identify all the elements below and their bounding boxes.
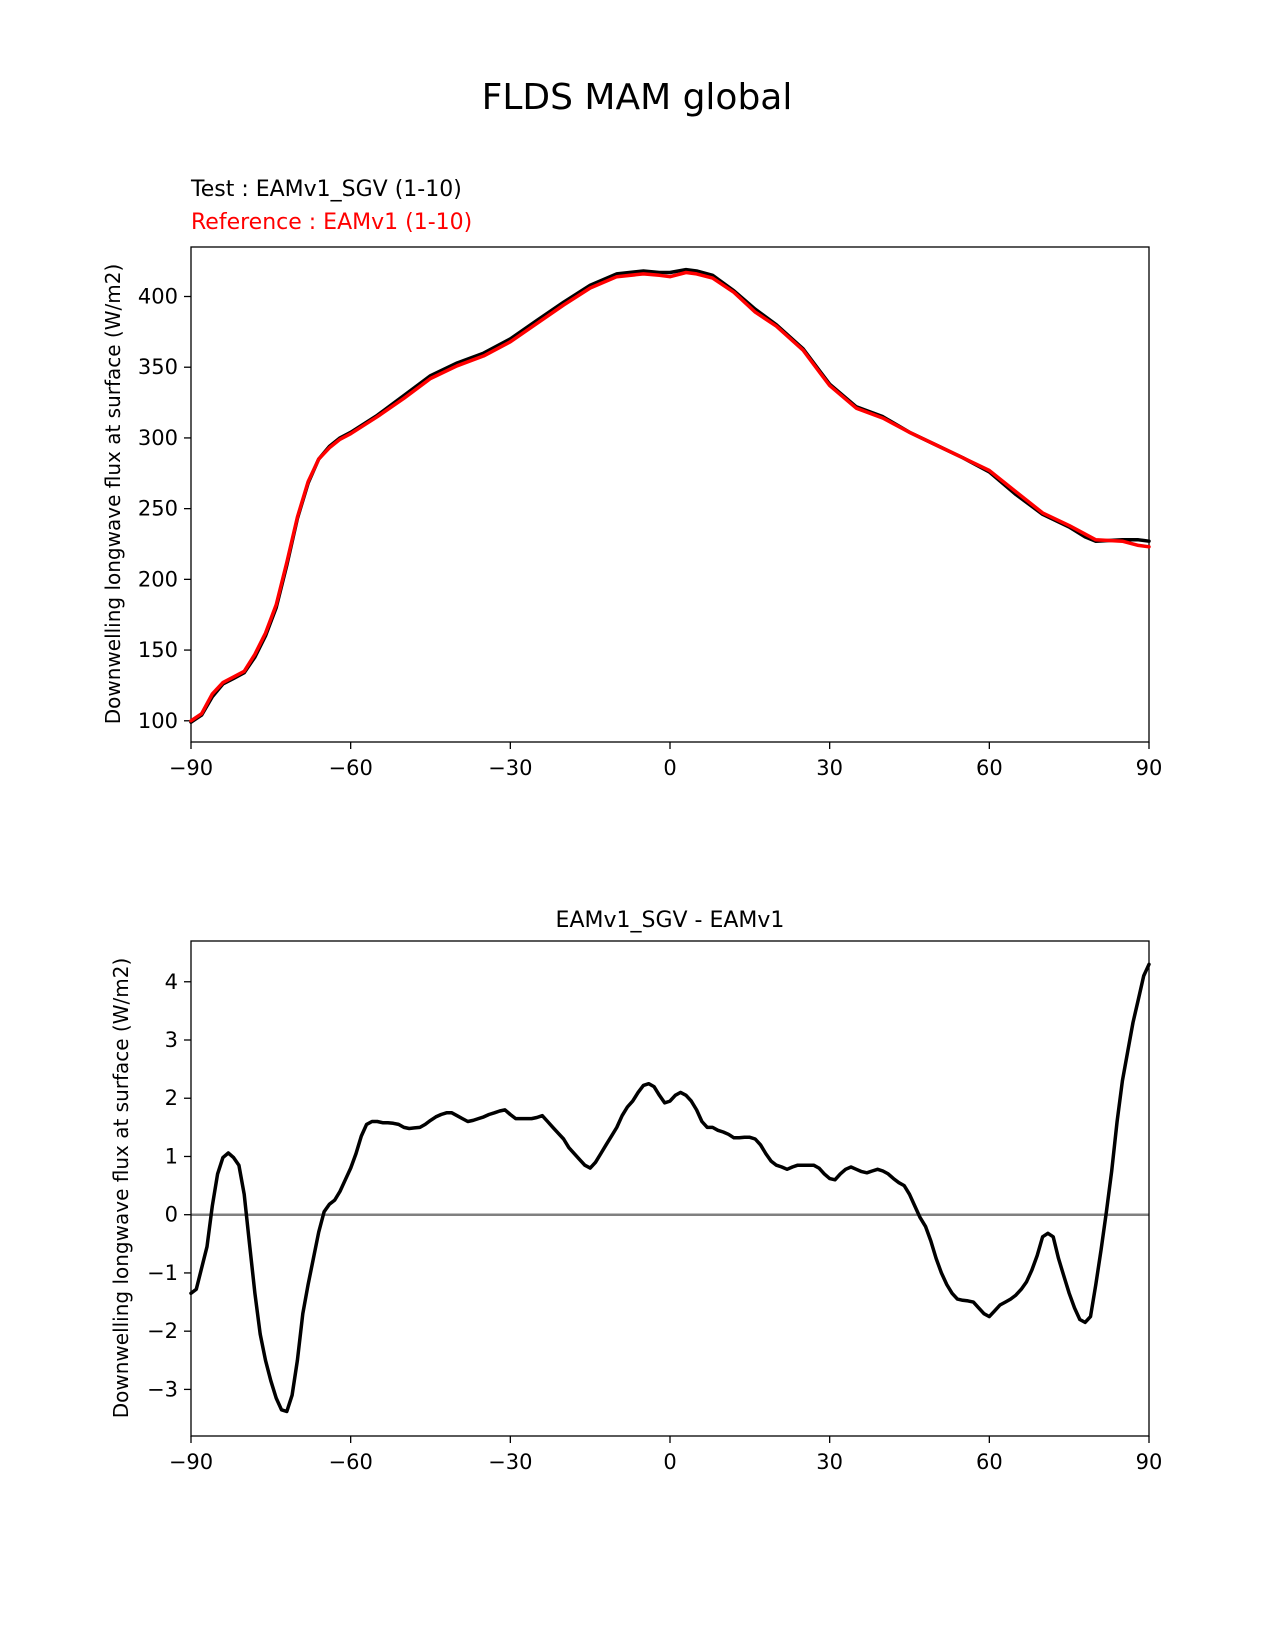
bottom-chart-title: EAMv1_SGV - EAMv1 xyxy=(556,908,785,933)
top-chart: Test : EAMv1_SGV (1-10) Reference : EAMv… xyxy=(101,177,1162,780)
y-tick-label: 0 xyxy=(165,1203,178,1227)
x-tick-label: 60 xyxy=(976,756,1003,780)
top-chart-ticks: −90 −60 −30 0 30 60 90 100 150 200 250 300 350 400 xyxy=(138,285,1162,781)
y-tick-label: 1 xyxy=(165,1144,178,1168)
y-tick-label: 4 xyxy=(165,970,178,994)
y-tick-label: 3 xyxy=(165,1028,178,1052)
reference-series-line xyxy=(189,270,1151,723)
x-tick-label: −30 xyxy=(488,756,532,780)
x-tick-label: 60 xyxy=(976,1450,1003,1474)
x-tick-label: 90 xyxy=(1136,756,1163,780)
y-tick-label: −1 xyxy=(147,1261,178,1285)
x-tick-label: 0 xyxy=(663,1450,676,1474)
y-tick-label: 400 xyxy=(138,285,178,309)
y-tick-label: 100 xyxy=(138,709,178,733)
bottom-chart-frame xyxy=(190,940,1150,1437)
bottom-chart-ylabel: Downwelling longwave flux at surface (W/… xyxy=(109,958,133,1419)
x-tick-label: −90 xyxy=(169,756,213,780)
top-chart-ylabel: Downwelling longwave flux at surface (W/… xyxy=(101,264,125,725)
y-tick-label: 300 xyxy=(138,426,178,450)
y-tick-label: 2 xyxy=(165,1086,178,1110)
x-tick-label: 0 xyxy=(663,756,676,780)
y-tick-label: 200 xyxy=(138,567,178,591)
difference-series-line xyxy=(189,962,1151,1414)
x-tick-label: 30 xyxy=(816,756,843,780)
y-tick-label: 250 xyxy=(138,497,178,521)
y-tick-label: −3 xyxy=(147,1377,178,1401)
x-tick-label: 30 xyxy=(816,1450,843,1474)
test-label: Test : EAMv1_SGV (1-10) xyxy=(190,177,462,202)
test-series-line xyxy=(189,267,1151,724)
reference-label: Reference : EAMv1 (1-10) xyxy=(191,210,472,235)
x-tick-label: 90 xyxy=(1136,1450,1163,1474)
y-tick-label: 350 xyxy=(138,355,178,379)
y-tick-label: −2 xyxy=(147,1319,178,1343)
x-tick-label: −30 xyxy=(488,1450,532,1474)
bottom-chart-ticks: −90 −60 −30 0 30 60 90 −3 −2 −1 0 1 2 3 4 xyxy=(147,970,1162,1474)
bottom-chart: EAMv1_SGV - EAMv1 −90 −60 −30 0 30 60 90−3−2−1… xyxy=(109,908,1162,1474)
y-tick-label: 150 xyxy=(138,638,178,662)
x-tick-label: −60 xyxy=(329,1450,373,1474)
x-tick-label: −90 xyxy=(169,1450,213,1474)
x-tick-label: −60 xyxy=(329,756,373,780)
top-chart-frame xyxy=(190,246,1150,743)
figure-title: FLDS MAM global xyxy=(482,77,793,118)
